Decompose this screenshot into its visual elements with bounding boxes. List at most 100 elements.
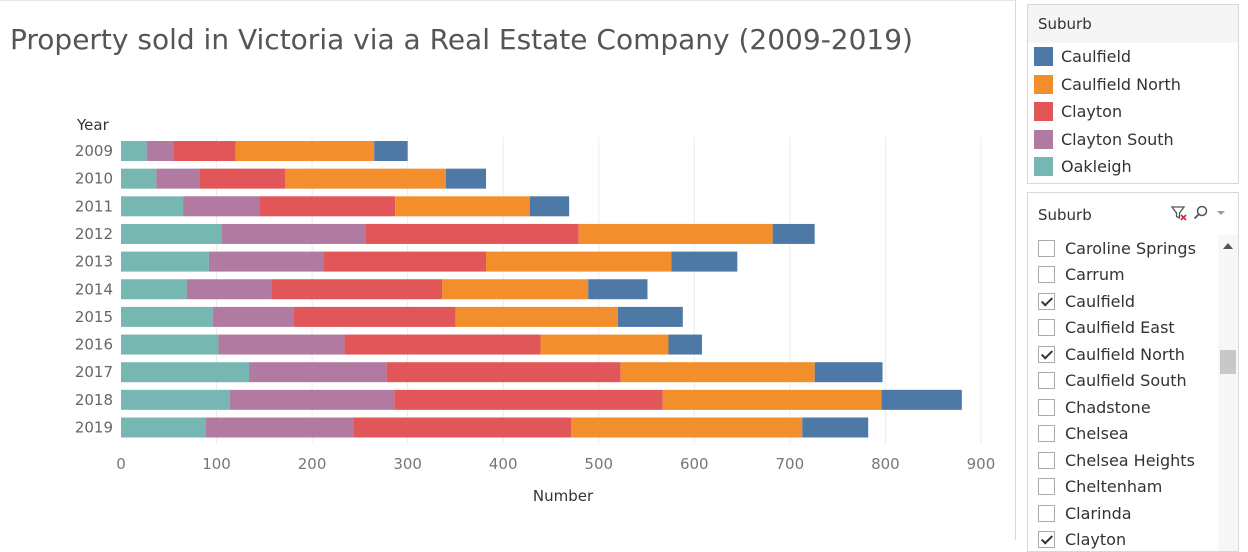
filter-checkbox[interactable] [1038, 319, 1055, 336]
filter-item[interactable]: Caulfield [1028, 288, 1220, 315]
filter-checkbox[interactable] [1038, 478, 1055, 495]
bar-2011-clayton-south [183, 196, 259, 216]
filter-checkbox[interactable] [1038, 293, 1055, 310]
x-tick-label-400: 400 [489, 455, 518, 473]
search-icon[interactable] [1192, 204, 1210, 222]
filter-item[interactable]: Chelsea [1028, 421, 1220, 448]
legend-item: Oakleigh [1028, 153, 1238, 181]
bar-2018-clayton-south [230, 390, 394, 410]
x-tick-label-500: 500 [584, 455, 613, 473]
clear-filter-icon[interactable] [1170, 204, 1188, 222]
filter-item-label: Carrum [1065, 265, 1125, 284]
filter-item[interactable]: Caulfield East [1028, 315, 1220, 342]
x-tick-label-800: 800 [871, 455, 900, 473]
bar-2018-caulfield-north [663, 390, 882, 410]
bar-2015-caulfield-north [455, 307, 617, 327]
filter-item[interactable]: Cheltenham [1028, 474, 1220, 501]
y-tick-label-2014: 2014 [75, 280, 113, 298]
filter-tools [1170, 204, 1232, 222]
filter-checkbox[interactable] [1038, 240, 1055, 257]
scroll-up-arrow-icon[interactable] [1223, 243, 1233, 249]
filter-checkbox[interactable] [1038, 399, 1055, 416]
filter-item[interactable]: Chelsea Heights [1028, 447, 1220, 474]
legend-panel: Suburb Caulfield Caulfield North Clayton Cl… [1027, 4, 1239, 184]
filter-checkbox[interactable] [1038, 452, 1055, 469]
filter-item[interactable]: Chadstone [1028, 394, 1220, 421]
bar-2017-clayton-south [249, 362, 387, 382]
bar-2012-clayton-south [221, 224, 365, 244]
filter-item-label: Chadstone [1065, 398, 1151, 417]
legend-item: Caulfield North [1028, 71, 1238, 99]
bar-2019-caulfield-north [571, 418, 802, 438]
scroll-thumb[interactable] [1220, 350, 1236, 374]
filter-item[interactable]: Carrum [1028, 262, 1220, 289]
legend-title: Suburb [1028, 5, 1238, 43]
bar-2017-caulfield [815, 362, 883, 382]
bar-2015-clayton-south [213, 307, 294, 327]
filter-checkbox[interactable] [1038, 346, 1055, 363]
filter-checkbox[interactable] [1038, 425, 1055, 442]
dropdown-arrow-icon[interactable] [1214, 204, 1232, 222]
filter-list: Caroline Springs Carrum Caulfield Caulfield… [1028, 235, 1220, 552]
legend-label: Caulfield North [1061, 75, 1181, 94]
bar-2013-caulfield [671, 252, 737, 272]
bar-2018-clayton [394, 390, 662, 410]
bar-2016-clayton-south [218, 335, 344, 355]
filter-checkbox[interactable] [1038, 372, 1055, 389]
bar-2018-oakleigh [121, 390, 230, 410]
bar-2015-caulfield [618, 307, 683, 327]
legend-label: Oakleigh [1061, 157, 1132, 176]
bar-2016-clayton [345, 335, 541, 355]
bar-2013-caulfield-north [486, 252, 671, 272]
bar-2009-clayton [174, 141, 236, 161]
legend-swatch [1034, 157, 1053, 176]
x-tick-label-900: 900 [967, 455, 996, 473]
bar-2009-oakleigh [121, 141, 147, 161]
legend-item: Clayton South [1028, 126, 1238, 154]
y-tick-label-2010: 2010 [75, 170, 113, 188]
y-tick-label-2017: 2017 [75, 363, 113, 381]
legend-item: Caulfield [1028, 43, 1238, 71]
legend-label: Clayton South [1061, 130, 1174, 149]
filter-item[interactable]: Caulfield North [1028, 341, 1220, 368]
legend-swatch [1034, 75, 1053, 94]
bar-2019-oakleigh [121, 418, 206, 438]
filter-item[interactable]: Caulfield South [1028, 368, 1220, 395]
bar-2015-oakleigh [121, 307, 213, 327]
bar-2011-oakleigh [121, 196, 183, 216]
x-axis-title: Number [533, 487, 594, 505]
filter-item-label: Caulfield South [1065, 371, 1187, 390]
x-tick-label-700: 700 [776, 455, 805, 473]
filter-item[interactable]: Clarinda [1028, 500, 1220, 527]
bar-2012-caulfield-north [579, 224, 773, 244]
bar-2013-clayton [324, 252, 486, 272]
bar-2010-caulfield [446, 169, 486, 189]
bar-2019-clayton [353, 418, 571, 438]
filter-item[interactable]: Clayton [1028, 527, 1220, 552]
legend-label: Clayton [1061, 102, 1122, 121]
bar-2011-caulfield [530, 196, 569, 216]
filter-item-label: Caulfield [1065, 292, 1135, 311]
filter-checkbox[interactable] [1038, 266, 1055, 283]
bar-2011-clayton [260, 196, 396, 216]
filter-checkbox[interactable] [1038, 505, 1055, 522]
y-tick-label-2011: 2011 [75, 197, 113, 215]
filter-scrollbar[interactable] [1218, 235, 1238, 551]
legend-items: Caulfield Caulfield North Clayton Clayton S… [1028, 43, 1238, 181]
filter-item[interactable]: Caroline Springs [1028, 235, 1220, 262]
y-axis-title: Year [76, 116, 110, 134]
filter-item-label: Chelsea Heights [1065, 451, 1195, 470]
filter-item-label: Caroline Springs [1065, 239, 1196, 258]
bar-2017-oakleigh [121, 362, 249, 382]
filter-item-label: Caulfield East [1065, 318, 1175, 337]
bar-2019-caulfield [802, 418, 868, 438]
bar-2012-clayton [366, 224, 579, 244]
x-tick-label-100: 100 [202, 455, 231, 473]
bar-2010-clayton [199, 169, 285, 189]
bar-2019-clayton-south [206, 418, 353, 438]
bar-2009-clayton-south [147, 141, 174, 161]
bar-2013-oakleigh [121, 252, 209, 272]
